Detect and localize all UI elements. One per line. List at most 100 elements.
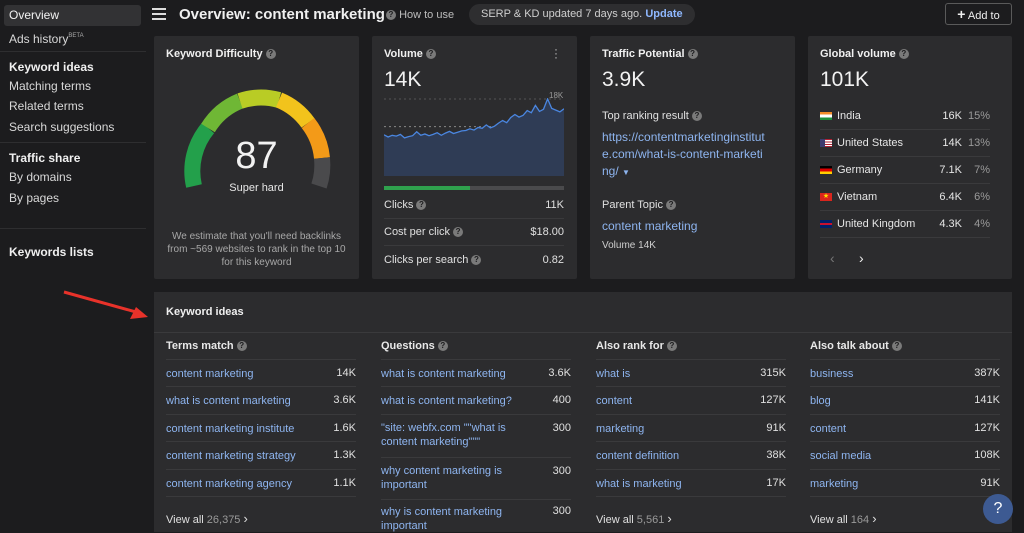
- add-to-button[interactable]: + Add to: [945, 3, 1012, 25]
- keyword-link[interactable]: what is marketing: [596, 478, 682, 490]
- sidebar-item-search-suggestions[interactable]: Search suggestions: [9, 120, 115, 134]
- keyword-link[interactable]: business: [810, 368, 854, 380]
- list-item[interactable]: content marketing institute 1.6K: [166, 414, 356, 441]
- sidebar-item-by-domains[interactable]: By domains: [9, 170, 72, 184]
- help-circle-icon[interactable]: ?: [666, 341, 677, 352]
- divider: [166, 496, 356, 497]
- keyword-link[interactable]: content marketing: [166, 368, 254, 380]
- list-item[interactable]: marketing 91K: [810, 469, 1000, 496]
- help-circle-icon[interactable]: ?: [691, 111, 702, 122]
- list-item[interactable]: content marketing agency 1.1K: [166, 469, 356, 496]
- keyword-link[interactable]: what is content marketing: [166, 395, 291, 407]
- list-item[interactable]: content 127K: [810, 414, 1000, 441]
- list-item[interactable]: content marketing 14K: [166, 359, 356, 386]
- india-flag-icon: [820, 112, 832, 121]
- view-all-link[interactable]: View all 164 ›: [810, 511, 877, 526]
- view-all-link[interactable]: View all 26,375 ›: [166, 511, 248, 526]
- chevron-left-icon[interactable]: ‹: [830, 250, 835, 266]
- chevron-down-icon[interactable]: ▼: [622, 168, 630, 177]
- keyword-link[interactable]: content marketing institute: [166, 423, 295, 435]
- menu-icon[interactable]: [152, 8, 166, 20]
- sidebar-item-overview[interactable]: Overview: [4, 5, 141, 26]
- keyword-volume: 17K: [766, 477, 786, 489]
- help-circle-icon[interactable]: ?: [437, 341, 448, 352]
- sidebar-item-matching-terms[interactable]: Matching terms: [9, 79, 92, 93]
- list-item[interactable]: what is content marketing 3.6K: [166, 386, 356, 414]
- update-link[interactable]: Update: [645, 8, 683, 20]
- column-header: Terms match ?: [166, 340, 247, 352]
- parent-topic-link[interactable]: content marketing: [602, 219, 698, 233]
- keyword-link[interactable]: content: [596, 395, 633, 407]
- list-item[interactable]: why is content marketing important 300: [381, 499, 571, 533]
- list-item[interactable]: content definition 38K: [596, 441, 786, 469]
- chevron-right-icon[interactable]: ›: [859, 250, 864, 266]
- keyword-link[interactable]: content marketing strategy: [166, 450, 296, 462]
- country-row[interactable]: Germany 7.1K 7%: [820, 157, 990, 184]
- clicks-label: Clicks ?: [384, 199, 427, 211]
- view-all-link[interactable]: View all 5,561 ›: [596, 511, 672, 526]
- list-item[interactable]: blog 141K: [810, 386, 1000, 414]
- cpc-label: Cost per click ?: [384, 226, 464, 238]
- divider: [384, 245, 564, 246]
- serp-status-text: SERP & KD updated 7 days ago.: [481, 8, 643, 20]
- help-circle-icon: ?: [386, 10, 396, 21]
- help-circle-icon[interactable]: ?: [898, 49, 909, 60]
- keyword-volume: 300: [552, 422, 571, 434]
- list-item[interactable]: what is marketing 17K: [596, 469, 786, 496]
- plus-icon: +: [957, 6, 966, 22]
- help-circle-icon[interactable]: ?: [687, 49, 698, 60]
- sidebar-divider: [0, 142, 146, 143]
- list-item[interactable]: what is content marketing? 400: [381, 386, 571, 414]
- keyword-link[interactable]: what is content marketing: [381, 368, 506, 380]
- help-circle-icon[interactable]: ?: [236, 341, 247, 352]
- help-button[interactable]: ?: [983, 494, 1013, 524]
- kd-value: 87: [235, 135, 278, 177]
- how-to-use-link[interactable]: ? How to use: [386, 9, 454, 21]
- keyword-volume: 127K: [974, 422, 1000, 434]
- list-item[interactable]: "site: webfx.com ""what is content marke…: [381, 414, 571, 457]
- list-item[interactable]: content 127K: [596, 386, 786, 414]
- help-circle-icon[interactable]: ?: [471, 255, 482, 266]
- list-item[interactable]: business 387K: [810, 359, 1000, 386]
- help-circle-icon[interactable]: ?: [265, 49, 276, 60]
- more-options-icon[interactable]: · · ·: [554, 42, 558, 64]
- keyword-link[interactable]: what is: [596, 368, 631, 380]
- country-row[interactable]: United States 14K 13%: [820, 130, 990, 157]
- list-item[interactable]: social media 108K: [810, 441, 1000, 469]
- country-name: Germany: [837, 164, 883, 176]
- keyword-volume: 91K: [980, 477, 1000, 489]
- chevron-right-icon: ›: [667, 511, 672, 526]
- keyword-link[interactable]: social media: [810, 450, 872, 462]
- sidebar-item-keywords-lists[interactable]: Keywords lists: [9, 245, 94, 259]
- keyword-link[interactable]: why content marketing is important: [381, 465, 503, 491]
- list-item[interactable]: what is content marketing 3.6K: [381, 359, 571, 386]
- sidebar-item-ads-history[interactable]: Ads historyBETA: [4, 26, 141, 47]
- keyword-link[interactable]: what is content marketing?: [381, 395, 512, 407]
- keyword-link[interactable]: "site: webfx.com ""what is content marke…: [381, 422, 506, 448]
- keyword-link[interactable]: marketing: [810, 478, 859, 490]
- sidebar-item-related-terms[interactable]: Related terms: [9, 99, 84, 113]
- help-circle-icon[interactable]: ?: [453, 227, 464, 238]
- top-ranking-url[interactable]: https://contentmarketinginstitut e.com/wh…: [602, 130, 765, 178]
- help-circle-icon[interactable]: ?: [425, 49, 436, 60]
- keyword-link[interactable]: marketing: [596, 423, 645, 435]
- list-item[interactable]: why content marketing is important 300: [381, 457, 571, 499]
- country-row[interactable]: ★ Vietnam 6.4K 6%: [820, 184, 990, 211]
- list-item[interactable]: what is 315K: [596, 359, 786, 386]
- volume-area: [384, 98, 564, 176]
- keyword-link[interactable]: content: [810, 423, 847, 435]
- sidebar-item-by-pages[interactable]: By pages: [9, 191, 60, 205]
- keyword-link[interactable]: content marketing agency: [166, 478, 292, 490]
- help-circle-icon[interactable]: ?: [416, 200, 427, 211]
- list-item[interactable]: marketing 91K: [596, 414, 786, 441]
- country-row[interactable]: United Kingdom 4.3K 4%: [820, 211, 990, 238]
- keyword-link[interactable]: content definition: [596, 450, 680, 462]
- country-row[interactable]: India 16K 15%: [820, 103, 990, 130]
- help-circle-icon[interactable]: ?: [666, 200, 677, 211]
- keyword-link[interactable]: blog: [810, 395, 831, 407]
- keyword-link[interactable]: why is content marketing important: [381, 506, 503, 532]
- gv-title: Global volume: [820, 48, 896, 60]
- help-circle-icon[interactable]: ?: [891, 341, 902, 352]
- list-item[interactable]: content marketing strategy 1.3K: [166, 441, 356, 469]
- clicks-bar-fill: [384, 186, 471, 190]
